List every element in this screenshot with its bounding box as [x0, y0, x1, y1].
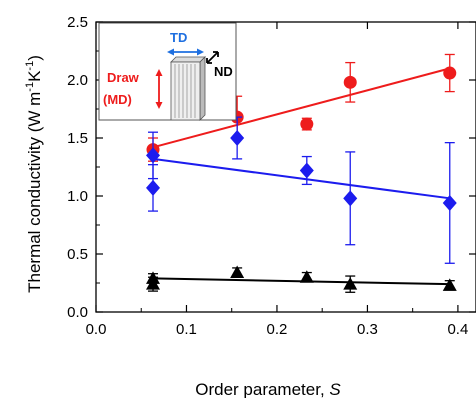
y-tick-label: 2.5 [67, 14, 88, 31]
inset-md-label: (MD) [103, 92, 132, 107]
x-axis-title: Order parameter, S [195, 380, 341, 398]
inset-nd-label: ND [214, 64, 233, 79]
fit-line [152, 157, 450, 200]
x-tick-label: 0.4 [447, 321, 468, 338]
data-point [299, 270, 314, 283]
data-point [443, 66, 457, 80]
y-axis-title-k: K [25, 70, 44, 82]
y-tick-label: 1.0 [67, 188, 88, 205]
data-point [343, 75, 357, 89]
series-triangle [146, 265, 457, 293]
inset-draw-label: Draw [107, 70, 140, 85]
axes: 0.0 0.1 0.2 0.3 0.4 0.0 0.5 1.0 1.5 2.0 2.5 [67, 14, 476, 338]
td-arrow-head-right [197, 48, 204, 56]
data-point [343, 190, 358, 207]
data-point [442, 194, 457, 211]
inset-td-label: TD [170, 30, 187, 45]
series-diamond [146, 116, 457, 264]
inset-legend: TD ND Draw (MD) [98, 22, 237, 121]
inset-frame [98, 22, 237, 121]
draw-arrow-head-down [155, 102, 163, 109]
y-axis-title-sup1: -1 [24, 82, 36, 92]
x-axis-title-symbol: S [329, 380, 341, 398]
x-tick-label: 0.3 [357, 321, 378, 338]
x-tick-label: 0.1 [176, 321, 197, 338]
fit-line [152, 67, 451, 149]
data-point [146, 179, 160, 196]
y-axis-title: Thermal conductivity (W m-1K-1) [24, 55, 44, 293]
y-tick-label: 0.5 [67, 246, 88, 263]
y-tick-label: 1.5 [67, 130, 88, 147]
y-tick-label: 0.0 [67, 304, 88, 321]
x-tick-label: 0.0 [86, 321, 107, 338]
data-point [230, 130, 245, 146]
x-tick-label: 0.2 [267, 321, 288, 338]
film-sample-icon [170, 56, 206, 121]
data-point [146, 277, 160, 290]
y-axis-title-sup2: -1 [24, 61, 36, 71]
td-arrow-head-left [167, 48, 174, 56]
data-point [146, 147, 160, 164]
y-axis-title-text: Thermal conductivity (W m [25, 92, 44, 293]
x-axis-title-text: Order parameter, [195, 380, 329, 398]
data-point [300, 117, 314, 131]
nd-arrow-icon [206, 51, 219, 64]
data-point [299, 162, 314, 179]
y-axis-title-close: ) [25, 55, 44, 61]
data-point [230, 265, 245, 279]
draw-arrow-head-up [155, 69, 163, 76]
data-point [442, 278, 457, 291]
data-point [343, 277, 358, 290]
y-tick-label: 2.0 [67, 72, 88, 89]
